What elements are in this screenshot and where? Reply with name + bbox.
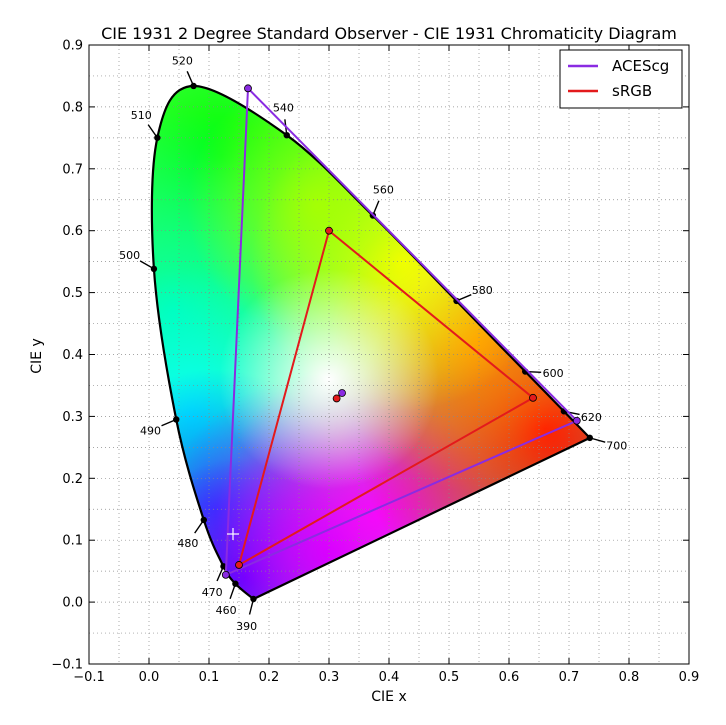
x-tick-label: 0.3 [319, 670, 340, 685]
spectral-locus: 390 460 470 480 490 500 510 520 540 560 580 600 620 7… [119, 54, 627, 633]
x-tick-label: 0.0 [139, 670, 160, 685]
primary-point-acescg [572, 416, 581, 425]
wavelength-label: 540 [273, 101, 294, 114]
gamut-triangle-acescg [224, 86, 579, 577]
y-tick-label: 0.8 [62, 100, 83, 115]
y-tick-label: 0.0 [62, 596, 83, 611]
y-tick-label: 0.9 [62, 39, 83, 54]
gamut-triangle-srgb [237, 228, 535, 568]
wavelength-label: 520 [172, 54, 193, 67]
legend: ACEScg sRGB [559, 49, 683, 109]
y-tick-label: −0.1 [51, 658, 83, 673]
primary-point-srgb [235, 561, 243, 569]
wavelength-label: 470 [202, 586, 223, 599]
tick-labels: −0.1 0.0 0.1 0.2 0.3 0.4 0.5 0.6 0.7 0.8 0.9 −0.1 0.… [51, 39, 699, 686]
primary-point-srgb [529, 393, 537, 402]
whitepoint-srgb [332, 394, 341, 403]
wavelength-label: 460 [216, 604, 237, 617]
primary-point-srgb [325, 226, 333, 235]
y-tick-label: 0.2 [62, 472, 83, 487]
axes-frame [88, 44, 690, 665]
wavelength-point [586, 434, 594, 442]
x-tick-label: 0.6 [499, 670, 520, 685]
x-tick-label: 0.9 [679, 670, 700, 685]
wavelength-label: 600 [543, 367, 564, 380]
wavelength-point [154, 134, 161, 141]
chart-title: CIE 1931 2 Degree Standard Observer - CI… [101, 24, 677, 43]
wavelength-point [283, 131, 290, 139]
wavelength-label: 480 [177, 537, 198, 550]
wavelength-point [453, 297, 460, 305]
whitepoint-acescg [338, 389, 346, 397]
wavelength-point [190, 82, 197, 90]
wavelength-label: 510 [131, 109, 152, 122]
wavelength-point [200, 516, 207, 524]
x-tick-label: 0.5 [439, 670, 460, 685]
wavelength-label: 390 [236, 620, 257, 633]
legend-label-acescg: ACEScg [612, 57, 669, 75]
primary-point-acescg [221, 570, 230, 579]
color-blob [219, 269, 439, 490]
wavelength-label: 560 [373, 184, 394, 197]
wavelength-label: 620 [581, 411, 602, 424]
spectral-locus-outline [150, 84, 592, 601]
wavelength-label: 490 [140, 424, 161, 437]
wavelength-point [173, 416, 180, 423]
wavelength-point [250, 595, 257, 603]
wavelength-label: 580 [472, 284, 493, 297]
x-axis-label: CIE x [371, 689, 407, 705]
wavelength-label: 500 [119, 249, 140, 262]
wavelength-label: 700 [606, 439, 627, 452]
y-tick-label: 0.6 [62, 224, 83, 239]
y-tick-label: 0.7 [62, 162, 83, 177]
wavelength-point [232, 580, 239, 587]
x-tick-label: 0.7 [559, 670, 580, 685]
series-layer [221, 84, 581, 579]
y-tick-label: 0.5 [62, 286, 83, 301]
x-tick-label: 0.2 [259, 670, 280, 685]
x-tick-label: 0.8 [619, 670, 640, 685]
y-tick-label: 0.3 [62, 410, 83, 425]
wavelength-point [220, 563, 227, 570]
x-tick-label: 0.1 [199, 670, 220, 685]
wavelength-point [150, 265, 158, 273]
legend-label-srgb: sRGB [612, 82, 652, 100]
x-tick-label: −0.1 [73, 670, 105, 685]
primary-point-acescg [244, 84, 252, 93]
y-tick-label: 0.1 [62, 534, 83, 549]
x-tick-label: 0.4 [379, 670, 400, 685]
legend-box [559, 49, 683, 109]
y-tick-label: 0.4 [62, 348, 83, 363]
y-axis-label: CIE y [29, 338, 45, 374]
